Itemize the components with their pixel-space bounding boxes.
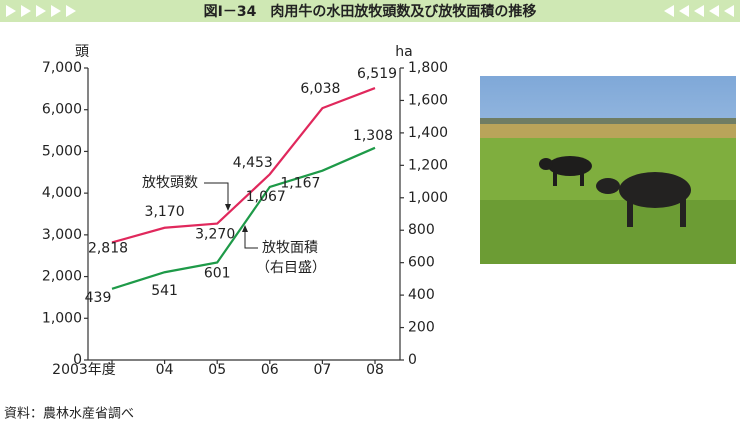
x-tick-label: 2003年度 [52,362,116,378]
data-label: 601 [204,266,231,282]
series-label: 放牧面積 [262,240,318,256]
y-tick-label: 4,000 [42,185,82,201]
data-label: 1,067 [246,189,286,205]
title-ornament [6,5,734,17]
y2-tick-label: 1,600 [408,92,448,108]
y2-tick-label: 600 [408,255,435,271]
chart-title: 図Ⅰ－34 肉用牛の水田放牧頭数及び放牧面積の推移 [204,3,537,20]
data-label: 541 [151,283,178,299]
data-label: 6,038 [300,81,340,97]
annotation-arrowhead [225,204,231,211]
y-tick-label: 7,000 [42,60,82,76]
source: 資料：農林水産省調べ [4,406,134,422]
y-tick-label: 0 [73,352,82,368]
data-label: 439 [85,290,112,306]
y-tick-label: 5,000 [42,143,82,159]
y2-unit: ha [395,44,412,60]
annotation-arrow [204,182,229,208]
data-label: 2,818 [88,240,128,256]
data-label: 1,167 [280,176,320,192]
x-tick-label: 06 [261,362,279,378]
data-label: 1,308 [353,128,393,144]
x-tick-label: 04 [156,362,174,378]
line [111,87,376,244]
photo [480,76,736,264]
y2-tick-label: 200 [408,320,435,336]
x-tick-label: 08 [366,362,384,378]
y2-tick-label: 800 [408,222,435,238]
data-label: 3,270 [195,227,235,243]
annotation-arrow [244,228,258,249]
y2-tick-label: 0 [408,352,417,368]
series-note: （右目盛） [256,260,326,276]
line [111,146,376,290]
y2-tick-label: 400 [408,287,435,303]
series-label: 放牧頭数 [142,175,198,191]
data-label: 6,519 [357,66,397,82]
y2-tick-label: 1,000 [408,190,448,206]
y2-tick-label: 1,800 [408,60,448,76]
data-label: 4,453 [233,155,273,171]
y-unit: 頭 [75,44,89,60]
y-tick-label: 6,000 [42,102,82,118]
y-tick-label: 1,000 [42,310,82,326]
annotation-arrowhead [242,225,248,232]
title-bar [0,0,740,22]
y2-tick-label: 1,200 [408,157,448,173]
x-tick-label: 05 [208,362,226,378]
data-label: 3,170 [145,204,185,220]
y-tick-label: 3,000 [42,227,82,243]
y-tick-label: 2,000 [42,269,82,285]
y2-tick-label: 1,400 [408,125,448,141]
x-tick-label: 07 [313,362,331,378]
